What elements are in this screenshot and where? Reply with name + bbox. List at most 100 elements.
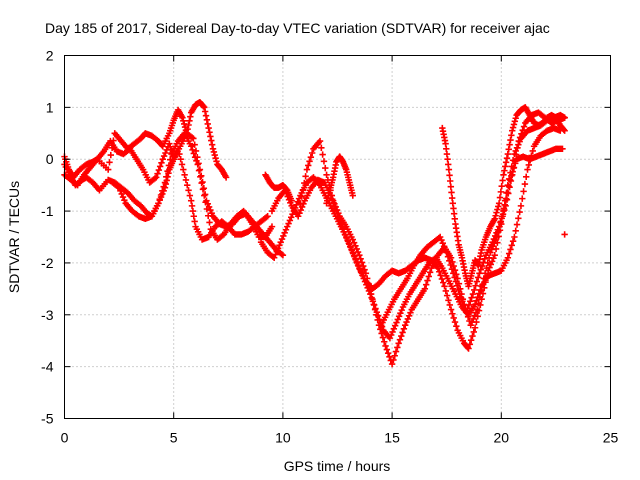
data-point [497,219,504,226]
data-point [278,250,285,258]
y-tick-label: -5 [41,411,54,427]
data-point [156,195,163,203]
data-point [474,306,481,313]
y-tick-label: 1 [46,99,54,115]
data-point [180,120,188,128]
y-tick-label: 2 [46,48,54,64]
data-point [379,334,387,341]
data-point [498,182,505,190]
data-point [351,253,358,260]
data-point [438,236,445,244]
data-point [209,145,217,153]
data-point [281,229,288,237]
data-point [561,127,568,134]
data-point [513,221,521,228]
data-point [360,262,367,270]
data-point [365,280,372,287]
data-point [350,239,358,246]
data-point [357,255,364,262]
data-point [344,237,352,245]
data-point [488,258,496,265]
data-point [447,261,454,269]
x-tick-label: 0 [61,430,69,446]
data-point [374,316,381,324]
data-point [481,270,489,277]
x-tick-label: 25 [603,430,619,446]
data-point [166,140,173,147]
data-point [181,171,188,178]
data-point [476,293,484,301]
data-point [354,248,362,256]
data-point [200,185,208,192]
data-point [522,173,530,181]
data-point [388,331,395,339]
data-point [329,197,337,204]
data-point [519,126,526,134]
data-point [318,144,325,152]
data-point [390,356,397,364]
data-point [383,346,391,353]
data-point [158,159,165,167]
data-point [436,268,443,275]
data-point [350,250,357,257]
data-point [155,166,163,174]
data-point [393,319,400,326]
data-point [270,254,278,261]
data-point [161,179,169,186]
data-point [473,278,481,285]
data-point [519,195,526,202]
data-point [529,147,536,155]
data-point [467,336,475,344]
data-point [198,179,205,187]
y-tick-label: -4 [41,359,54,375]
data-point [277,238,284,246]
data-point [107,151,115,159]
data-point [395,340,402,347]
series-track-11 [262,171,295,204]
series-track-7 [297,137,566,368]
data-point [509,124,517,131]
data-point [472,282,479,289]
data-point [362,270,370,277]
data-point [207,206,214,214]
data-point [222,174,230,181]
data-point [448,265,456,273]
data-point [394,344,401,351]
data-point [524,166,531,173]
data-point [515,137,522,145]
series-track-10 [323,153,356,207]
data-point [382,342,389,350]
data-point [525,161,533,169]
data-point [187,197,195,204]
data-point [504,189,511,196]
data-point [498,215,505,222]
data-point [297,206,305,214]
data-point [201,191,209,198]
data-point [445,166,453,173]
data-point [343,234,350,242]
data-point [501,206,508,214]
data-point [496,194,504,201]
data-point [381,338,388,345]
data-point [399,329,406,336]
data-point [164,167,171,175]
data-point [104,166,112,173]
data-point [391,352,398,359]
data-point [453,322,460,330]
data-point [392,348,400,355]
data-point [296,209,303,217]
data-point [298,203,306,211]
data-point [272,251,279,258]
data-point [276,242,283,249]
data-point [559,145,566,153]
data-point [298,193,305,200]
data-point [316,137,324,145]
data-point [449,310,456,317]
data-point [509,237,517,245]
x-tick-label: 20 [494,430,510,446]
data-point [512,227,519,234]
data-point [404,315,412,323]
data-point [118,190,125,198]
data-point [395,313,403,320]
data-point [191,141,198,148]
